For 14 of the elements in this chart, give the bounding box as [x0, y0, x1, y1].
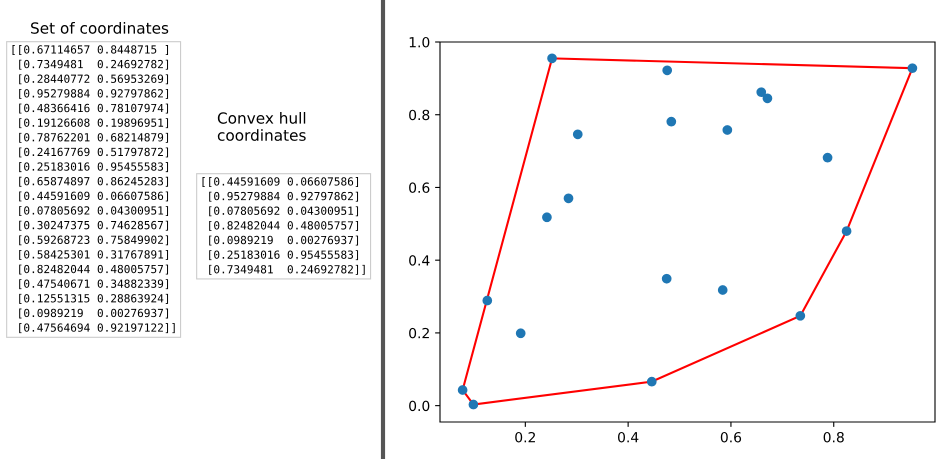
y-tick-label: 0.4: [409, 255, 430, 266]
y-tick-label: 0.6: [409, 182, 430, 193]
text: [[0.44591609 0.06607586] [0.95279884 0.92797862] [0.07805692 0.04300951] [0.82482044 0.48005757] [0.0989219 0.00276937] [0.25183016 0.95455583] [0.7349481 0.24692782]]: [202, 177, 365, 275]
x-tick-label: 0.6: [720, 432, 742, 442]
y-tick-label: 0.8: [409, 110, 430, 120]
text: Convex hull coordinates: [218, 112, 306, 141]
x-tick-label: 0.4: [618, 432, 638, 442]
text: Set of coordinates: [31, 22, 168, 34]
text: [[0.67114657 0.8448715 ] [0.7349481 0.24692782] [0.28440772 0.56953269] [0.95279884 0.92797862] [0.48366416 0.78107974] [0.19126608 0.19896951] [0.78762201 0.68214879] [0.24167769 0.51797872] [0.25183016 0.95455583] [0.65874897 0.86245283] [0.44591609 0.06607586] [0.07805692 0.04300951] [0.30247375 0.74628567] [0.59268723 0.75849902] [0.58425301 0.31767891] [0.82482044 0.48005757] [0.47540671 0.34882339] [0.12551315 0.28863924] [0.0989219 0.00276937] [0.47564694 0.92197122]]: [12, 45, 175, 334]
y-tick-label: 0.0: [409, 400, 430, 412]
x-tick-label: 0.2: [515, 432, 535, 442]
x-tick-label: 0.8: [824, 432, 844, 442]
y-tick-label: 0.2: [409, 328, 429, 338]
y-tick-label: 1.0: [410, 36, 430, 48]
